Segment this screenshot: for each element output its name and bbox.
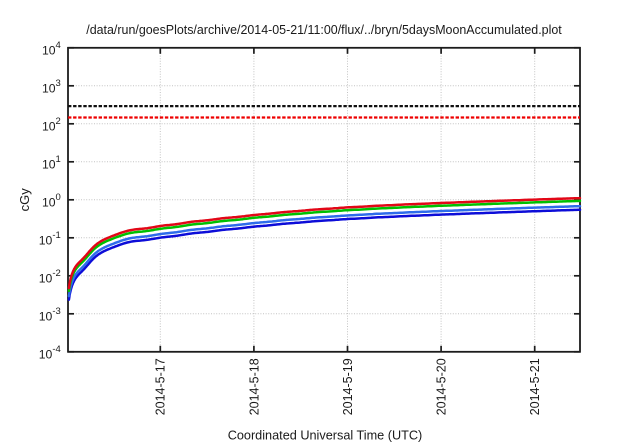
svg-text:cGy: cGy — [17, 188, 32, 212]
svg-text:2014-5-18: 2014-5-18 — [247, 358, 261, 415]
svg-text:2014-5-20: 2014-5-20 — [435, 358, 449, 415]
svg-text:2014-5-19: 2014-5-19 — [341, 358, 355, 415]
svg-text:2014-5-21: 2014-5-21 — [528, 358, 542, 415]
svg-text:2014-5-17: 2014-5-17 — [154, 358, 168, 415]
svg-text:/data/run/goesPlots/archive/20: /data/run/goesPlots/archive/2014-05-21/1… — [86, 23, 562, 37]
svg-text:Coordinated Universal Time (UT: Coordinated Universal Time (UTC) — [228, 428, 423, 442]
